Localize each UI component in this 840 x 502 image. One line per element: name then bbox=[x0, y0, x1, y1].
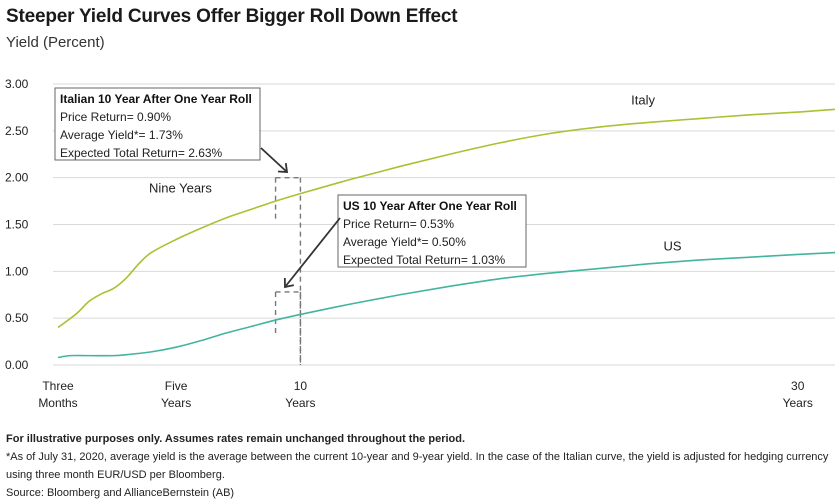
us-pointer-arrow bbox=[283, 217, 341, 289]
x-tick-label: Years bbox=[161, 396, 191, 410]
arrow-head bbox=[283, 277, 294, 289]
y-tick-label: 0.50 bbox=[5, 311, 29, 325]
x-tick-label: Months bbox=[38, 396, 77, 410]
y-tick-labels: 3.00 2.50 2.00 1.50 1.00 0.50 0.00 bbox=[5, 77, 29, 372]
footer: For illustrative purposes only. Assumes … bbox=[6, 430, 836, 502]
annotation-line: Average Yield*= 0.50% bbox=[343, 235, 466, 249]
series-line-italy bbox=[57, 108, 836, 329]
y-tick-label: 3.00 bbox=[5, 77, 29, 91]
us-annotation: US 10 Year After One Year Roll Price Retu… bbox=[337, 194, 527, 268]
annotation-line: Average Yield*= 1.73% bbox=[60, 128, 183, 142]
series-label-us: US bbox=[663, 239, 681, 254]
annotation-line: Price Return= 0.53% bbox=[343, 217, 454, 231]
y-tick-label: 2.50 bbox=[5, 124, 29, 138]
arrow-head bbox=[277, 162, 289, 173]
annotation-title: US 10 Year After One Year Roll bbox=[343, 199, 517, 213]
y-tick-label: 1.00 bbox=[5, 264, 29, 278]
series-lines bbox=[57, 108, 836, 359]
x-tick-label: 10 bbox=[294, 379, 308, 393]
x-tick-labels: Three Months Five Years 10 Years 30 Years bbox=[38, 379, 813, 410]
annotation-line: Price Return= 0.90% bbox=[60, 110, 171, 124]
chart-title: Steeper Yield Curves Offer Bigger Roll D… bbox=[6, 6, 458, 27]
annotation-box bbox=[337, 194, 527, 268]
series-label-italy: Italy bbox=[631, 93, 655, 108]
annotation-line: Expected Total Return= 1.03% bbox=[343, 253, 506, 267]
arrow-shaft bbox=[284, 217, 341, 288]
y-tick-label: 2.00 bbox=[5, 171, 29, 185]
footer-footnote: *As of July 31, 2020, average yield is t… bbox=[6, 451, 829, 481]
y-tick-label: 0.00 bbox=[5, 358, 29, 372]
x-tick-label: 30 bbox=[791, 379, 805, 393]
footer-source: Source: Bloomberg and AllianceBernstein … bbox=[6, 487, 235, 499]
arrow-shaft bbox=[260, 147, 288, 173]
x-tick-label: Years bbox=[285, 396, 315, 410]
series-line-us bbox=[57, 251, 836, 359]
nine-years-label: Nine Years bbox=[149, 181, 212, 196]
italy-pointer-arrow bbox=[260, 147, 289, 173]
x-tick-label: Three bbox=[42, 379, 74, 393]
x-tick-label: Years bbox=[783, 396, 813, 410]
x-tick-label: Five bbox=[165, 379, 188, 393]
series-labels: Italy US Nine Years bbox=[149, 93, 682, 254]
annotation-line: Expected Total Return= 2.63% bbox=[60, 146, 223, 160]
annotation-title: Italian 10 Year After One Year Roll bbox=[60, 92, 252, 106]
y-tick-label: 1.50 bbox=[5, 218, 29, 232]
annotation-boxes: Italian 10 Year After One Year Roll Price… bbox=[54, 87, 527, 289]
y-axis-label: Yield (Percent) bbox=[6, 34, 105, 51]
annotation-box bbox=[54, 87, 261, 161]
footer-disclaimer: For illustrative purposes only. Assumes … bbox=[6, 433, 466, 445]
roll-down-markers bbox=[274, 176, 302, 365]
italy-annotation: Italian 10 Year After One Year Roll Price… bbox=[54, 87, 261, 161]
chart-area: 3.00 2.50 2.00 1.50 1.00 0.50 0.00 Three Months… bbox=[5, 77, 836, 410]
